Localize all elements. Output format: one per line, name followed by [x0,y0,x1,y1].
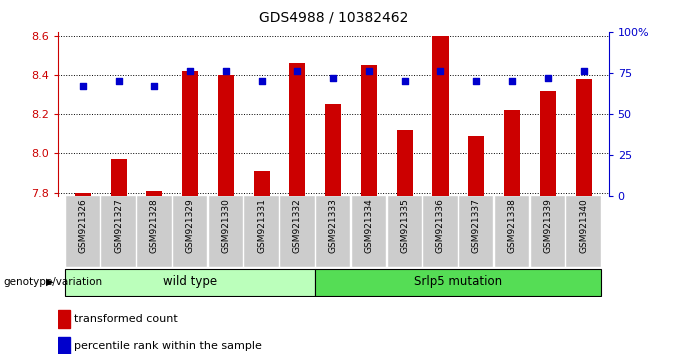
Text: GSM921334: GSM921334 [364,199,373,253]
Point [149,83,160,89]
Text: GSM921340: GSM921340 [579,199,588,253]
Bar [58,337,70,354]
Bar [58,310,70,328]
Bar [209,196,243,267]
Point [399,79,410,84]
Text: ▶: ▶ [46,277,54,287]
Bar [182,71,198,196]
Text: GSM921339: GSM921339 [543,199,552,253]
Bar [66,196,100,267]
Text: wild type: wild type [163,275,217,288]
Bar [218,75,234,196]
Text: GDS4988 / 10382462: GDS4988 / 10382462 [258,11,408,25]
Text: GSM921326: GSM921326 [78,199,87,253]
Text: GSM921328: GSM921328 [150,199,159,253]
Bar [245,196,279,267]
Bar [361,65,377,196]
Text: GSM921327: GSM921327 [114,199,123,253]
Bar [173,196,207,267]
Bar [504,110,520,196]
Point [185,69,196,74]
Bar [137,196,171,267]
Bar [566,196,600,267]
Point [220,69,231,74]
Point [256,79,267,84]
Bar [459,196,494,267]
Point [507,79,517,84]
Point [328,75,339,81]
Bar [388,196,422,267]
Bar [396,130,413,196]
Point [292,69,303,74]
Text: GSM921333: GSM921333 [328,199,338,253]
Text: GSM921338: GSM921338 [507,199,517,253]
Bar [316,196,350,267]
Bar [352,196,386,267]
Bar [75,193,91,196]
Text: Srlp5 mutation: Srlp5 mutation [414,275,503,288]
Point [78,83,88,89]
Bar [575,79,592,196]
Bar [530,196,565,267]
Bar [254,171,270,196]
Bar [111,159,126,196]
Bar [146,190,163,196]
Text: GSM921330: GSM921330 [222,199,231,253]
Bar [495,196,529,267]
Text: GSM921331: GSM921331 [257,199,266,253]
Text: transformed count: transformed count [74,314,178,324]
Bar [432,36,449,196]
Text: genotype/variation: genotype/variation [3,277,103,287]
Bar [101,196,136,267]
Bar [325,104,341,196]
Bar [316,269,601,296]
Point [435,69,446,74]
Bar [290,63,305,196]
Point [364,69,375,74]
Point [471,79,481,84]
Text: GSM921329: GSM921329 [186,199,194,253]
Text: GSM921337: GSM921337 [472,199,481,253]
Bar [469,136,484,196]
Point [113,79,124,84]
Text: percentile rank within the sample: percentile rank within the sample [74,341,262,351]
Text: GSM921332: GSM921332 [293,199,302,253]
Bar [424,196,458,267]
Bar [65,269,316,296]
Text: GSM921335: GSM921335 [401,199,409,253]
Point [578,69,589,74]
Point [543,75,554,81]
Bar [540,91,556,196]
Bar [280,196,315,267]
Text: GSM921336: GSM921336 [436,199,445,253]
